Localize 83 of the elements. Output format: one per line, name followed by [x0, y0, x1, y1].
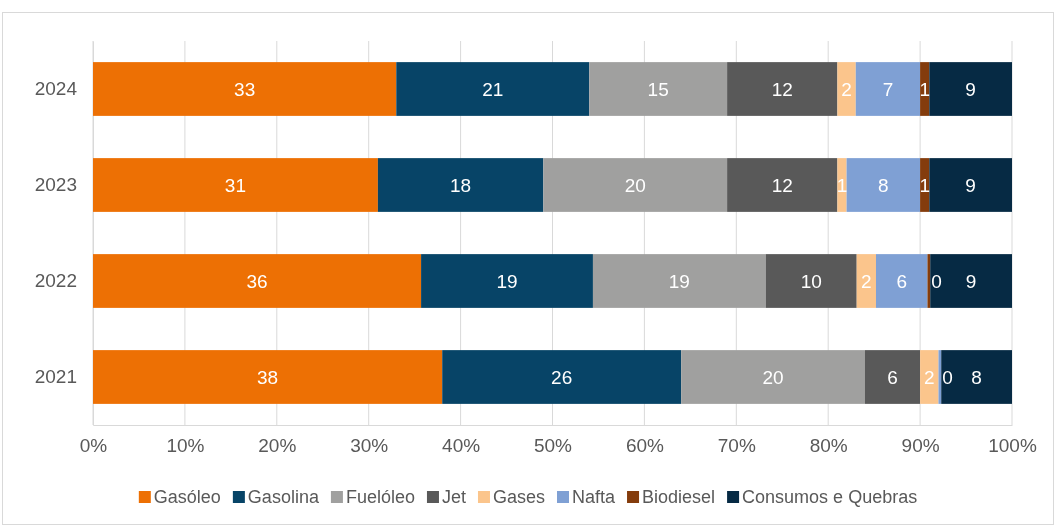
bar: [929, 62, 1012, 116]
data-label: 36: [246, 270, 268, 292]
x-tick-label: 20%: [258, 435, 297, 457]
x-tick-label: 40%: [442, 435, 481, 457]
data-label: 20: [624, 174, 646, 196]
y-tick-label: 2021: [34, 366, 77, 388]
data-label: 6: [887, 366, 898, 388]
data-label: 19: [496, 270, 518, 292]
data-label: 31: [224, 174, 247, 196]
x-tick-label: 90%: [901, 435, 940, 457]
x-tick-label: 50%: [533, 435, 573, 457]
bar: [856, 254, 876, 308]
data-label: 12: [771, 174, 793, 196]
bar: [920, 350, 939, 404]
data-label: 9: [965, 78, 976, 100]
data-label: 2: [924, 366, 935, 388]
data-label: 21: [482, 78, 504, 100]
legend-label: Fuelóleo: [345, 487, 415, 508]
data-label: 8: [971, 366, 982, 388]
legend-label: Nafta: [572, 487, 617, 508]
bar: [93, 350, 443, 404]
x-tick-label: 100%: [988, 435, 1037, 457]
data-label: 2: [841, 78, 852, 100]
y-tick-label: 2024: [34, 78, 78, 100]
bar: [93, 254, 422, 308]
x-tick-label: 10%: [166, 435, 205, 457]
data-label: 0: [942, 366, 953, 388]
data-label: 38: [257, 366, 279, 388]
bar: [93, 62, 397, 116]
data-label: 9: [965, 270, 977, 292]
data-label: 1: [836, 174, 848, 196]
x-tick-label: 70%: [717, 435, 756, 457]
bar: [930, 254, 1012, 308]
bar: [421, 254, 593, 308]
data-label: 9: [965, 174, 976, 196]
data-label: 2: [861, 270, 872, 292]
legend-label: Gasóleo: [153, 487, 221, 508]
bar: [938, 350, 942, 404]
x-tick-label: 80%: [809, 435, 848, 457]
data-label: 26: [551, 366, 573, 388]
bar: [543, 158, 728, 212]
legend-label: Consumos e Quebras: [742, 487, 918, 508]
data-label: 33: [234, 78, 256, 100]
y-tick-label: 2022: [34, 270, 77, 292]
bar: [864, 350, 921, 404]
y-tick-label: 2023: [34, 174, 77, 196]
bar: [377, 158, 544, 212]
data-label: 1: [919, 78, 930, 100]
bar: [855, 62, 921, 116]
data-label: 1: [919, 174, 930, 196]
bar: [727, 158, 838, 212]
legend-label: Gasolina: [247, 487, 320, 508]
bar: [927, 254, 931, 308]
legend-label: Biodiesel: [642, 487, 716, 508]
bar: [846, 158, 921, 212]
legend-label: Jet: [441, 487, 466, 508]
data-label: 10: [800, 270, 822, 292]
x-tick-label: 0%: [79, 435, 108, 457]
data-label: 15: [647, 78, 669, 100]
data-label: 0: [931, 270, 942, 292]
bar: [442, 350, 682, 404]
bar: [875, 254, 928, 308]
x-tick-label: 60%: [625, 435, 665, 457]
bar: [396, 62, 590, 116]
x-tick-label: 30%: [350, 435, 389, 457]
bar: [681, 350, 865, 404]
data-label: 6: [896, 270, 908, 292]
data-label: 8: [878, 174, 889, 196]
data-label: 20: [762, 366, 784, 388]
bar: [592, 254, 766, 308]
bar: [837, 158, 847, 212]
bar: [589, 62, 728, 116]
bar: [929, 158, 1012, 212]
data-label: 19: [668, 270, 690, 292]
bar: [727, 62, 838, 116]
bar: [765, 254, 857, 308]
data-label: 18: [450, 174, 472, 196]
legend-label: Gases: [492, 487, 546, 508]
bar: [941, 350, 1012, 404]
data-label: 7: [882, 78, 894, 100]
bar: [837, 62, 856, 116]
data-label: 12: [771, 78, 793, 100]
bar: [93, 158, 378, 212]
